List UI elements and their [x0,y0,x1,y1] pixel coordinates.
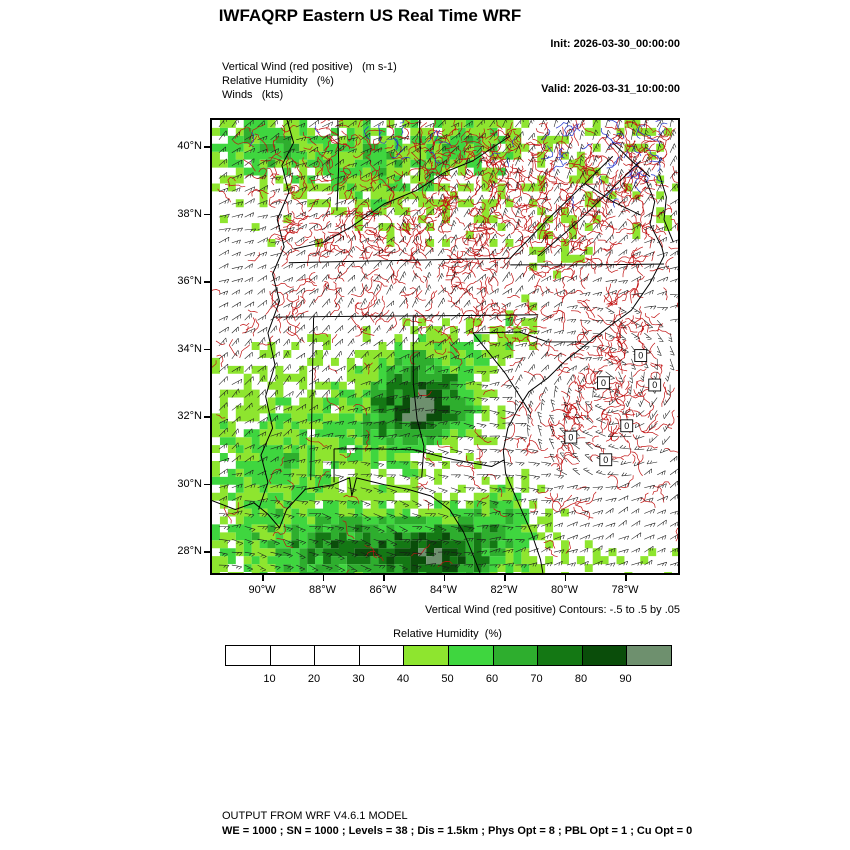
colorbar-tick-label: 60 [485,673,499,685]
model-config-line: WE = 1000 ; SN = 1000 ; Levels = 38 ; Di… [222,825,693,837]
lon-tick-mark [383,575,385,581]
contour-note: Vertical Wind (red positive) Contours: -… [425,604,680,616]
colorbar-cell [626,646,671,665]
svg-text:0: 0 [624,421,629,431]
lat-tick-mark [204,348,210,350]
field-legend: Vertical Wind (red positive) (m s-1) Rel… [222,60,397,102]
colorbar-tick-label: 80 [574,673,588,685]
wind-barb-layer [218,120,678,573]
lon-tick-label: 80°W [550,584,579,596]
colorbar-title: Relative Humidity (%) [393,628,502,640]
lat-tick-label: 32°N [177,410,202,422]
colorbar-tick-label: 10 [263,673,276,685]
valid-time: Valid: 2026-03-31_10:00:00 [541,83,680,95]
colorbar-cell [314,646,359,665]
colorbar-tick-label: 30 [352,673,365,685]
lon-tick-mark [504,575,506,581]
vertical-wind-contour-layer [212,120,678,573]
colorbar-cell [492,646,538,665]
svg-text:0: 0 [652,380,657,390]
lon-tick-mark [443,575,445,581]
legend-relative-humidity: Relative Humidity (%) [222,75,334,87]
lat-tick-label: 38°N [177,207,202,220]
page-title: IWFAQRP Eastern US Real Time WRF [218,6,522,25]
lat-tick-mark [204,146,210,148]
lat-tick-mark [204,416,210,418]
map-frame: 0 0 0 0 0 0 [210,118,680,575]
colorbar-tick-label: 50 [441,673,454,685]
lon-tick-label: 78°W [611,584,639,596]
legend-vertical-wind: Vertical Wind (red positive) (m s-1) [222,61,397,73]
lat-tick-mark [204,213,210,215]
lon-tick-label: 84°W [429,584,458,596]
svg-text:0: 0 [603,455,608,465]
lat-tick-mark [204,483,210,485]
colorbar-cell [403,646,448,665]
rh-shading-layer [212,120,678,573]
lat-tick-label: 40°N [177,140,202,152]
lon-tick-mark [625,575,627,581]
model-output-line: OUTPUT FROM WRF V4.6.1 MODEL [222,810,408,822]
lon-tick-label: 86°W [369,584,397,596]
colorbar-cell [269,646,315,665]
colorbar-tick-label: 90 [619,673,632,685]
lat-tick-label: 34°N [177,342,202,355]
lon-tick-mark [322,575,324,581]
lat-tick-label: 36°N [177,275,202,287]
lon-tick-label: 88°W [308,584,337,596]
lat-tick-mark [204,281,210,283]
svg-text:0: 0 [568,432,573,442]
colorbar [225,645,672,666]
init-time: Init: 2026-03-30_00:00:00 [550,38,680,50]
colorbar-tick-label: 20 [307,673,321,685]
colorbar-tick-label: 70 [530,673,543,685]
lon-tick-label: 82°W [490,584,518,596]
lat-tick-mark [204,551,210,553]
colorbar-cell [537,646,582,665]
colorbar-cell [581,646,627,665]
contour-zero-labels-layer: 0 0 0 0 0 0 [564,349,662,467]
map-plot: 0 0 0 0 0 0 [212,120,678,573]
colorbar-cell [226,646,270,665]
colorbar-cell [447,646,493,665]
colorbar-cell [358,646,404,665]
colorbar-tick-label: 40 [396,673,410,685]
legend-winds: Winds (kts) [222,89,284,101]
lon-tick-mark [564,575,566,581]
lat-tick-label: 30°N [177,477,202,490]
svg-text:0: 0 [638,351,643,361]
lat-tick-label: 28°N [177,545,202,557]
run-times: Init: 2026-03-30_00:00:00 Valid: 2026-03… [470,7,680,127]
lon-tick-mark [262,575,264,581]
svg-text:0: 0 [601,378,606,388]
lon-tick-label: 90°W [248,584,276,596]
